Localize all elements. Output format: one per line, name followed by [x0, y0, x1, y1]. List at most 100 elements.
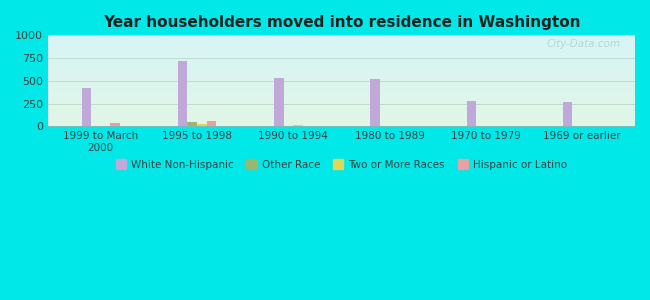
Bar: [48, 35, 635, 36]
Bar: [91, 125, 101, 126]
Bar: [48, 101, 635, 102]
Bar: [48, 36, 635, 37]
Bar: [48, 60, 635, 61]
Bar: [48, 71, 635, 72]
Bar: [48, 92, 635, 93]
Bar: [48, 108, 635, 109]
Bar: [81, 88, 91, 126]
Bar: [48, 110, 635, 111]
Bar: [48, 89, 635, 90]
Bar: [48, 103, 635, 104]
Bar: [48, 56, 635, 57]
Bar: [48, 113, 635, 114]
Bar: [178, 61, 187, 126]
Bar: [563, 102, 573, 126]
Bar: [48, 124, 635, 125]
Bar: [48, 98, 635, 99]
Bar: [48, 38, 635, 39]
Bar: [48, 105, 635, 106]
Bar: [48, 114, 635, 115]
Bar: [48, 76, 635, 77]
Bar: [48, 120, 635, 121]
Bar: [48, 123, 635, 124]
Bar: [48, 55, 635, 56]
Bar: [48, 44, 635, 45]
Bar: [48, 74, 635, 75]
Bar: [48, 84, 635, 85]
Bar: [48, 86, 635, 87]
Bar: [48, 102, 635, 103]
Bar: [48, 118, 635, 119]
Bar: [48, 52, 635, 53]
Bar: [48, 96, 635, 97]
Bar: [48, 69, 635, 70]
Bar: [48, 66, 635, 67]
Bar: [48, 58, 635, 59]
Bar: [48, 93, 635, 94]
Legend: White Non-Hispanic, Other Race, Two or More Races, Hispanic or Latino: White Non-Hispanic, Other Race, Two or M…: [111, 155, 571, 174]
Bar: [48, 72, 635, 73]
Bar: [48, 117, 635, 118]
Bar: [48, 40, 635, 41]
Bar: [48, 68, 635, 69]
Bar: [48, 122, 635, 123]
Bar: [48, 83, 635, 84]
Bar: [197, 124, 207, 126]
Bar: [274, 78, 283, 126]
Bar: [48, 73, 635, 74]
Bar: [48, 54, 635, 55]
Bar: [370, 79, 380, 126]
Bar: [48, 65, 635, 66]
Bar: [48, 97, 635, 98]
Bar: [48, 107, 635, 108]
Bar: [48, 125, 635, 126]
Bar: [48, 77, 635, 78]
Bar: [48, 41, 635, 42]
Bar: [48, 90, 635, 91]
Bar: [48, 64, 635, 65]
Title: Year householders moved into residence in Washington: Year householders moved into residence i…: [103, 15, 580, 30]
Bar: [48, 119, 635, 120]
Bar: [48, 82, 635, 83]
Bar: [48, 115, 635, 116]
Bar: [48, 39, 635, 40]
Bar: [48, 45, 635, 46]
Bar: [48, 63, 635, 64]
Bar: [48, 87, 635, 88]
Bar: [48, 37, 635, 38]
Bar: [48, 121, 635, 122]
Text: City-Data.com: City-Data.com: [546, 39, 620, 49]
Bar: [48, 80, 635, 81]
Bar: [48, 42, 635, 43]
Bar: [48, 81, 635, 82]
Bar: [111, 123, 120, 126]
Bar: [48, 62, 635, 63]
Bar: [48, 99, 635, 100]
Bar: [48, 88, 635, 89]
Bar: [48, 67, 635, 68]
Bar: [48, 48, 635, 49]
Bar: [48, 112, 635, 113]
Bar: [48, 85, 635, 86]
Bar: [48, 46, 635, 47]
Bar: [48, 61, 635, 62]
Bar: [48, 51, 635, 52]
Bar: [48, 104, 635, 105]
Bar: [48, 47, 635, 48]
Bar: [48, 94, 635, 95]
Bar: [48, 59, 635, 60]
Bar: [48, 111, 635, 112]
Bar: [48, 79, 635, 80]
Bar: [48, 53, 635, 54]
Bar: [207, 121, 216, 126]
Bar: [48, 75, 635, 76]
Bar: [187, 122, 197, 126]
Bar: [48, 57, 635, 58]
Bar: [48, 100, 635, 101]
Bar: [48, 116, 635, 117]
Bar: [467, 101, 476, 126]
Bar: [48, 95, 635, 96]
Bar: [293, 125, 303, 126]
Bar: [48, 70, 635, 71]
Bar: [48, 78, 635, 79]
